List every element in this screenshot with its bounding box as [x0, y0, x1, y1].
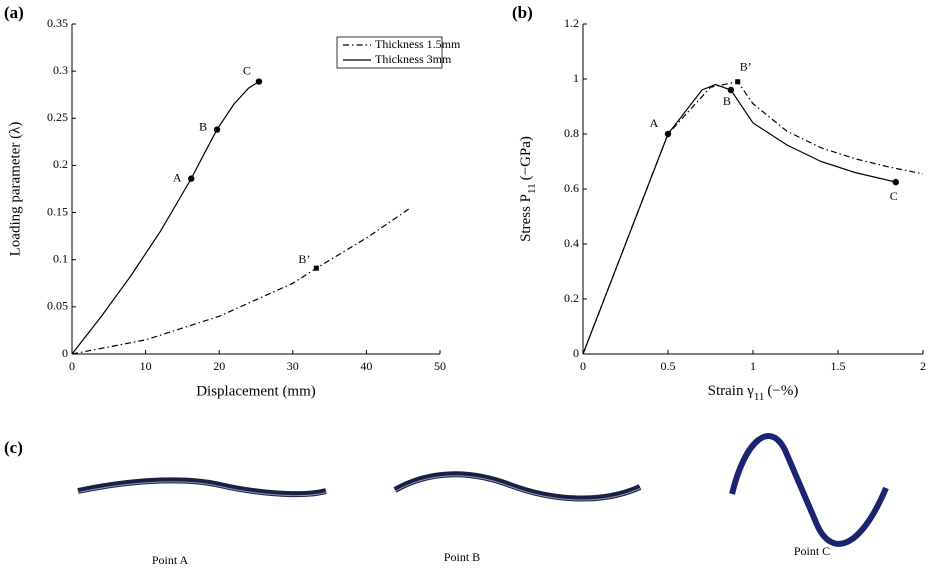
- x-tick-label: 30: [287, 359, 299, 373]
- x-axis-label-text: Strain γ: [708, 383, 755, 399]
- point-marker: [892, 178, 899, 186]
- point-marker: [664, 130, 672, 138]
- y-tick-label: 0.35: [47, 16, 68, 30]
- series-line: [582, 81, 924, 355]
- y-tick-label: 0: [62, 346, 68, 360]
- y-tick-label: 0.2: [53, 157, 68, 171]
- x-tick-label: 10: [140, 359, 152, 373]
- point-label: B’: [298, 252, 310, 266]
- y-axis-label-suffix: (−GPa): [518, 136, 534, 180]
- y-tick-label: 0.3: [53, 63, 68, 77]
- point-marker: [727, 86, 735, 94]
- series-line: [71, 81, 260, 355]
- series-line: [71, 207, 411, 355]
- point-marker: [213, 126, 221, 133]
- series-line: [582, 83, 896, 355]
- x-tick-label: 0: [580, 359, 586, 373]
- legend-label: Thickness 1.5mm: [375, 37, 461, 51]
- beam-shape: [77, 477, 327, 498]
- x-tick-label: 0.5: [661, 359, 676, 373]
- point-label: B: [723, 94, 731, 108]
- x-tick-label: 1.5: [831, 359, 846, 373]
- x-axis-label-suffix: (−%): [767, 383, 798, 399]
- legend-box: [336, 36, 443, 69]
- beam-shape: [393, 471, 642, 502]
- shape-label: Point A: [152, 553, 189, 567]
- shape-label: Point C: [794, 544, 830, 558]
- panel-label: (a): [4, 3, 24, 22]
- y-axis-label: Stress P11 (−GPa): [518, 136, 537, 242]
- x-tick-label: 2: [920, 359, 926, 373]
- x-axis-label-sub: 11: [754, 391, 765, 403]
- panel-label: (b): [512, 3, 533, 22]
- y-axis-label-text: Stress P: [518, 194, 534, 242]
- x-tick-label: 0: [69, 359, 75, 373]
- panel-label: (c): [4, 438, 23, 457]
- beam-highlight: [77, 481, 327, 497]
- beam-shape: [729, 433, 889, 547]
- y-tick-label: 1.2: [564, 16, 579, 30]
- legend-label: Thickness 3mm: [375, 52, 452, 66]
- point-label: C: [243, 63, 251, 77]
- y-tick-label: 0.6: [564, 181, 579, 195]
- x-tick-label: 40: [360, 359, 372, 373]
- y-tick-label: 0.05: [47, 299, 68, 313]
- point-label: B: [199, 119, 207, 133]
- x-tick-label: 1: [750, 359, 756, 373]
- y-axis-label: Loading parameter (λ): [7, 122, 23, 257]
- x-tick-label: 50: [434, 359, 446, 373]
- point-marker: [735, 79, 741, 85]
- y-tick-label: 0: [573, 346, 579, 360]
- point-marker: [255, 78, 263, 85]
- beam-highlight: [394, 475, 641, 501]
- y-tick-label: 1: [573, 71, 579, 85]
- x-axis-label: Displacement (mm): [196, 383, 316, 399]
- y-tick-label: 0.15: [47, 204, 68, 218]
- y-tick-label: 0.1: [53, 251, 68, 265]
- point-label: A: [650, 116, 659, 130]
- y-tick-label: 0.4: [564, 236, 579, 250]
- x-tick-label: 20: [213, 359, 225, 373]
- shape-label: Point B: [444, 550, 480, 564]
- point-label: C: [890, 189, 898, 203]
- y-tick-label: 0.2: [564, 291, 579, 305]
- y-tick-label: 0.25: [47, 110, 68, 124]
- point-label: B’: [740, 60, 752, 74]
- x-axis-label: Strain γ11 (−%): [708, 383, 799, 402]
- point-label: A: [173, 170, 182, 184]
- y-tick-label: 0.8: [564, 126, 579, 140]
- point-marker: [188, 175, 195, 182]
- point-marker: [313, 265, 319, 271]
- y-axis-label-sub: 11: [526, 183, 538, 194]
